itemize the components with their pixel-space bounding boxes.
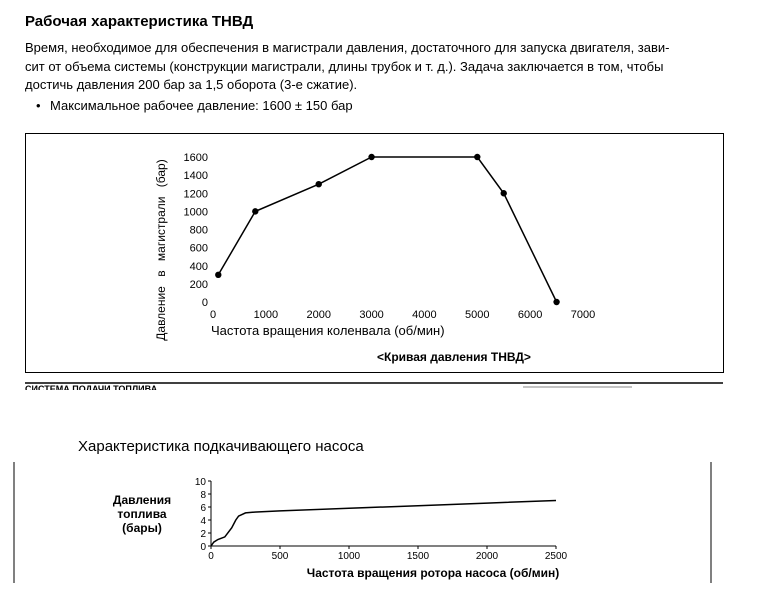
y-axis-label: топлива [117,507,167,521]
x-tick-label: 0 [210,309,216,321]
y-axis-label: Давления [113,493,171,507]
y-tick-label: 2 [200,529,206,540]
x-tick-label: 0 [208,551,214,562]
data-point [315,180,322,188]
title: Рабочая характеристика ТНВД [25,13,254,30]
paragraph-line: достичь давления 200 бар за 1,5 оборота … [25,77,357,92]
data-line [217,156,558,303]
y-tick-label: 600 [190,243,208,255]
chart-title: Характеристика подкачивающего насоса [78,438,364,455]
x-tick-label: 2000 [476,551,499,562]
y-tick-label: 1200 [184,188,208,200]
x-tick-label: 3000 [359,309,383,321]
bullet-text: Максимальное рабочее давление: 1600 ± 15… [50,98,353,113]
x-tick-label: 1000 [254,309,278,321]
x-axis-label: Частота вращения коленвала (об/мин) [211,323,445,338]
bullet-dot: • [36,98,41,113]
y-tick-label: 1000 [184,206,208,218]
y-tick-label: 1600 [184,152,208,164]
y-tick-label: 200 [190,279,208,291]
chart-frame [25,133,724,373]
y-tick-label: 1400 [184,170,208,182]
paragraph-line: сит от объема системы (конструкции магис… [25,59,663,74]
caption: <Кривая давления ТНВД> [377,350,531,364]
data-point [553,298,560,306]
data-point [368,153,375,161]
paragraph-line: Время, необходимое для обеспечения в маг… [25,40,669,55]
x-tick-label: 7000 [571,309,595,321]
x-tick-label: 6000 [518,309,542,321]
section-header: СИСТЕМА ПОДАЧИ ТОПЛИВА [25,384,158,394]
x-tick-label: 4000 [412,309,436,321]
chart: 0 200 400 600 800 1000 1200 1400 1600 0 1000 2000 30… [154,152,595,364]
y-tick-label: 800 [190,225,208,237]
x-tick-label: 5000 [465,309,489,321]
data-point [474,153,481,161]
data-line [210,499,557,547]
data-point [215,271,222,279]
data-point [252,208,259,215]
y-tick-label: 4 [200,516,206,527]
y-tick-label: 8 [200,490,206,501]
y-tick-label: 0 [200,542,206,553]
y-axis-label: Давление в магистрали (бар) [154,159,168,340]
x-tick-label: 2000 [306,309,330,321]
y-tick-label: 10 [195,477,207,488]
x-tick-label: 2500 [545,551,568,562]
x-tick-label: 1000 [338,551,361,562]
y-tick-label: 400 [190,261,208,273]
y-tick-label: 0 [202,297,208,309]
y-axis-label: (бары) [122,521,162,535]
x-tick-label: 500 [272,551,289,562]
clip: СИСТЕМА ПОДАЧИ ТОПЛИВА [25,384,158,394]
y-tick-label: 6 [200,503,206,514]
x-axis-label: Частота вращения ротора насоса (об/мин) [307,566,559,580]
data-point [500,190,507,197]
x-tick-label: 1500 [407,551,430,562]
